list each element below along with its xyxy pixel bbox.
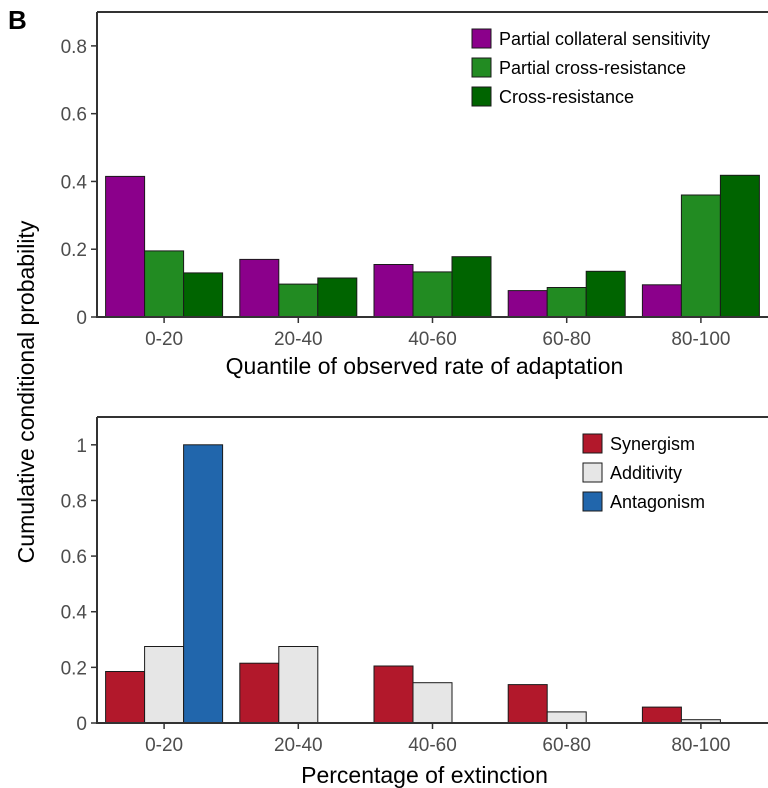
bar-additivity-40-60 — [412, 682, 453, 724]
y-tick-label: 0.2 — [61, 240, 87, 261]
x-tick-label: 0-20 — [145, 329, 183, 350]
bar-partial-collateral-sensitivity-40-60 — [373, 264, 414, 318]
bar-additivity-20-40 — [278, 646, 319, 724]
y-tick-label: 1 — [76, 436, 87, 457]
bar-synergism-60-80 — [507, 684, 548, 724]
legend-label: Partial cross-resistance — [499, 58, 686, 78]
x-tick-label: 20-40 — [274, 329, 323, 350]
legend-swatch — [471, 28, 492, 49]
y-tick-label: 0.8 — [61, 37, 87, 58]
bar-partial-collateral-sensitivity-0-20 — [105, 175, 146, 318]
bar-partial-collateral-sensitivity-80-100 — [641, 284, 682, 318]
y-tick-label: 0.4 — [61, 603, 88, 624]
bar-additivity-0-20 — [144, 646, 185, 724]
y-tick-label: 0.6 — [61, 105, 87, 126]
x-tick-label: 80-100 — [671, 329, 730, 350]
bar-synergism-80-100 — [641, 706, 682, 724]
bar-partial-collateral-sensitivity-60-80 — [507, 290, 548, 318]
bar-cross-resistance-20-40 — [317, 277, 358, 318]
legend-swatch — [471, 57, 492, 78]
x-tick-label: 60-80 — [542, 329, 591, 350]
bar-antagonism-0-20 — [183, 444, 224, 724]
legend-swatch — [582, 462, 603, 483]
bar-partial-collateral-sensitivity-20-40 — [239, 258, 280, 318]
x-tick-label: 60-80 — [542, 735, 591, 756]
bar-cross-resistance-40-60 — [451, 256, 492, 318]
x-tick-label: 40-60 — [408, 329, 457, 350]
x-axis-label: Quantile of observed rate of adaptation — [226, 353, 624, 379]
x-axis-label: Percentage of extinction — [301, 762, 548, 788]
bar-partial-cross-resistance-0-20 — [144, 250, 185, 318]
legend-swatch — [471, 86, 492, 107]
y-tick-label: 0.2 — [61, 658, 87, 679]
bar-additivity-60-80 — [546, 711, 587, 724]
x-tick-label: 80-100 — [671, 735, 730, 756]
bar-cross-resistance-60-80 — [585, 270, 626, 318]
y-tick-label: 0 — [76, 308, 87, 329]
bar-partial-cross-resistance-80-100 — [680, 194, 721, 318]
bar-partial-cross-resistance-40-60 — [412, 271, 453, 318]
x-tick-label: 0-20 — [145, 735, 183, 756]
y-tick-label: 0 — [76, 714, 87, 735]
y-tick-label: 0.4 — [61, 172, 88, 193]
y-tick-label: 0.8 — [61, 491, 87, 512]
legend-label: Partial collateral sensitivity — [499, 29, 710, 49]
legend-swatch — [582, 491, 603, 512]
legend-label: Synergism — [610, 434, 695, 454]
legend-label: Antagonism — [610, 492, 705, 512]
shared-y-axis-label: Cumulative conditional probability — [13, 220, 39, 563]
bar-synergism-0-20 — [105, 671, 146, 724]
bar-cross-resistance-80-100 — [719, 174, 760, 318]
extinction-bar-chart: 0 0.2 0.4 0.6 0.8 1 0-20 20-40 40-60 60-80 80-100 P… — [61, 416, 768, 788]
bar-synergism-20-40 — [239, 662, 280, 724]
legend-swatch — [582, 433, 603, 454]
y-tick-label: 0.6 — [61, 547, 87, 568]
bar-partial-cross-resistance-20-40 — [278, 283, 319, 318]
bar-cross-resistance-0-20 — [183, 272, 224, 318]
panel-label: B — [8, 5, 27, 35]
adaptation-bar-chart: 0 0.2 0.4 0.6 0.8 0-20 20-40 40-60 60-80 80-100 Qu… — [61, 11, 768, 379]
legend-label: Additivity — [610, 463, 682, 483]
x-tick-label: 40-60 — [408, 735, 457, 756]
bar-partial-cross-resistance-60-80 — [546, 287, 587, 318]
x-tick-label: 20-40 — [274, 735, 323, 756]
bar-synergism-40-60 — [373, 665, 414, 724]
legend-label: Cross-resistance — [499, 87, 634, 107]
